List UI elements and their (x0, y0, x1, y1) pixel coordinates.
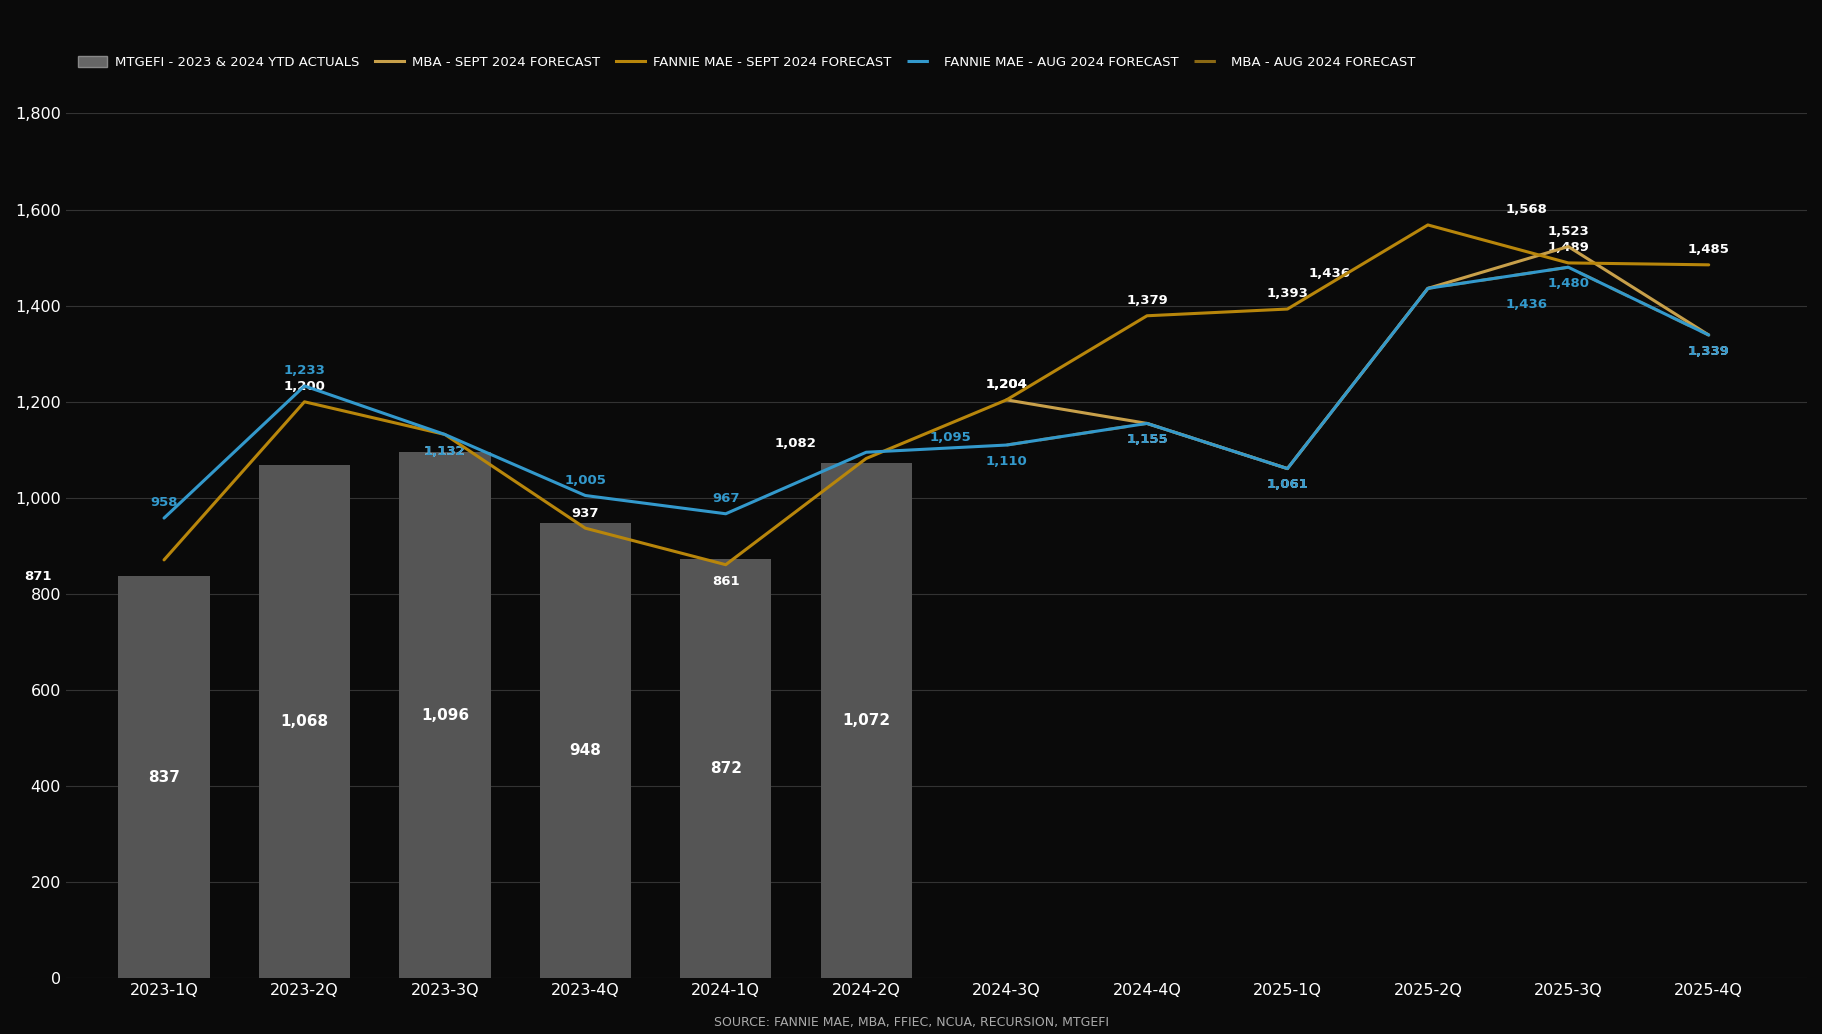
Text: 1,339: 1,339 (1687, 344, 1729, 358)
Legend: MTGEFI - 2023 & 2024 YTD ACTUALS, MBA - SEPT 2024 FORECAST, FANNIE MAE - SEPT 20: MTGEFI - 2023 & 2024 YTD ACTUALS, MBA - … (73, 51, 1421, 74)
Text: 1,568: 1,568 (1505, 204, 1547, 216)
Text: 1,393: 1,393 (1266, 287, 1308, 301)
Text: 1,523: 1,523 (1547, 225, 1589, 238)
Text: 958: 958 (149, 496, 179, 510)
Text: 1,132: 1,132 (425, 445, 466, 458)
Text: 861: 861 (712, 575, 740, 588)
Bar (118, 576, 210, 978)
Text: 1,068: 1,068 (281, 714, 328, 729)
Text: 1,379: 1,379 (1126, 294, 1168, 307)
Text: 1,095: 1,095 (929, 430, 971, 444)
Text: 1,110: 1,110 (986, 455, 1028, 467)
Text: 871: 871 (24, 571, 51, 583)
Bar (680, 559, 771, 978)
Text: 1,233: 1,233 (284, 364, 326, 377)
Text: 1,082: 1,082 (774, 436, 816, 450)
Bar (820, 463, 911, 978)
Bar (259, 465, 350, 978)
Text: 1,155: 1,155 (1126, 433, 1168, 446)
Bar (399, 452, 490, 978)
Text: 1,132: 1,132 (425, 445, 466, 458)
Text: 1,339: 1,339 (1687, 344, 1729, 358)
Text: 1,436: 1,436 (1505, 298, 1547, 311)
Text: 1,200: 1,200 (284, 381, 326, 393)
Text: SOURCE: FANNIE MAE, MBA, FFIEC, NCUA, RECURSION, MTGEFI: SOURCE: FANNIE MAE, MBA, FFIEC, NCUA, RE… (714, 1015, 1108, 1029)
Text: 1,072: 1,072 (842, 713, 891, 728)
Text: 1,204: 1,204 (986, 378, 1028, 391)
Bar (539, 523, 630, 978)
Text: 1,096: 1,096 (421, 707, 468, 723)
Text: 1,061: 1,061 (1266, 478, 1308, 491)
Text: 1,480: 1,480 (1547, 277, 1589, 290)
Text: 948: 948 (568, 743, 601, 758)
Text: 937: 937 (572, 507, 599, 519)
Text: 967: 967 (712, 492, 740, 506)
Text: 1,155: 1,155 (1126, 433, 1168, 446)
Text: 1,005: 1,005 (565, 474, 607, 487)
Text: 1,489: 1,489 (1547, 241, 1589, 254)
Text: 1,061: 1,061 (1266, 478, 1308, 491)
Text: 1,204: 1,204 (986, 378, 1028, 391)
Text: 837: 837 (148, 770, 180, 785)
Text: 1,485: 1,485 (1687, 243, 1729, 256)
Text: 1,436: 1,436 (1308, 267, 1350, 280)
Text: 872: 872 (711, 761, 742, 777)
